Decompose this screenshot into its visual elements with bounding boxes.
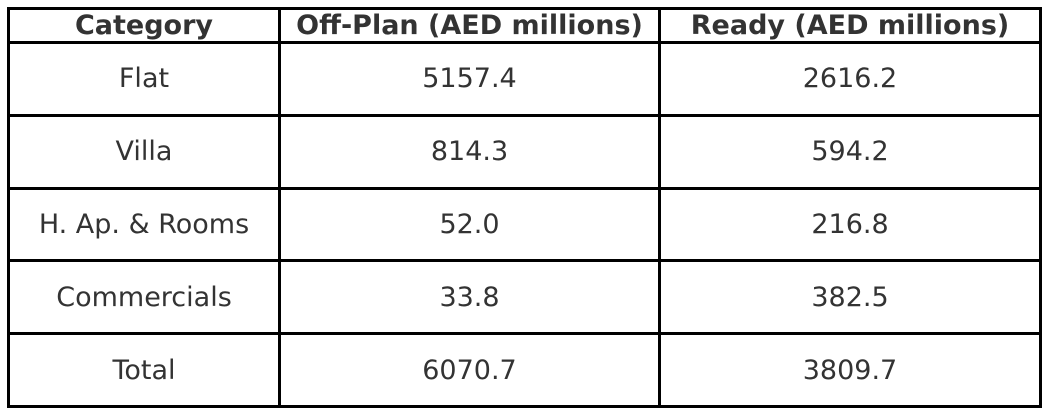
cell-off-plan: 33.8 (278, 259, 661, 336)
header-category: Category (7, 7, 281, 44)
table-row: Commercials 33.8 382.5 (7, 259, 1042, 336)
table-row: Villa 814.3 594.2 (7, 113, 1042, 190)
cell-ready: 3809.7 (658, 332, 1042, 408)
aed-category-table: Category Off-Plan (AED millions) Ready (… (7, 7, 1042, 408)
cell-category: Flat (7, 41, 281, 117)
cell-off-plan: 52.0 (278, 186, 661, 263)
cell-ready: 594.2 (658, 113, 1042, 190)
table-row: H. Ap. & Rooms 52.0 216.8 (7, 186, 1042, 263)
data-table-container: Category Off-Plan (AED millions) Ready (… (7, 7, 1042, 408)
cell-category: Villa (7, 113, 281, 190)
cell-off-plan: 6070.7 (278, 332, 661, 408)
cell-off-plan: 5157.4 (278, 41, 661, 117)
cell-ready: 2616.2 (658, 41, 1042, 117)
cell-category: Total (7, 332, 281, 408)
cell-ready: 382.5 (658, 259, 1042, 336)
cell-category: Commercials (7, 259, 281, 336)
header-row: Category Off-Plan (AED millions) Ready (… (7, 7, 1042, 44)
cell-category: H. Ap. & Rooms (7, 186, 281, 263)
header-ready: Ready (AED millions) (658, 7, 1042, 44)
header-off-plan: Off-Plan (AED millions) (278, 7, 661, 44)
cell-ready: 216.8 (658, 186, 1042, 263)
cell-off-plan: 814.3 (278, 113, 661, 190)
table-row: Flat 5157.4 2616.2 (7, 41, 1042, 117)
table-row-total: Total 6070.7 3809.7 (7, 332, 1042, 408)
